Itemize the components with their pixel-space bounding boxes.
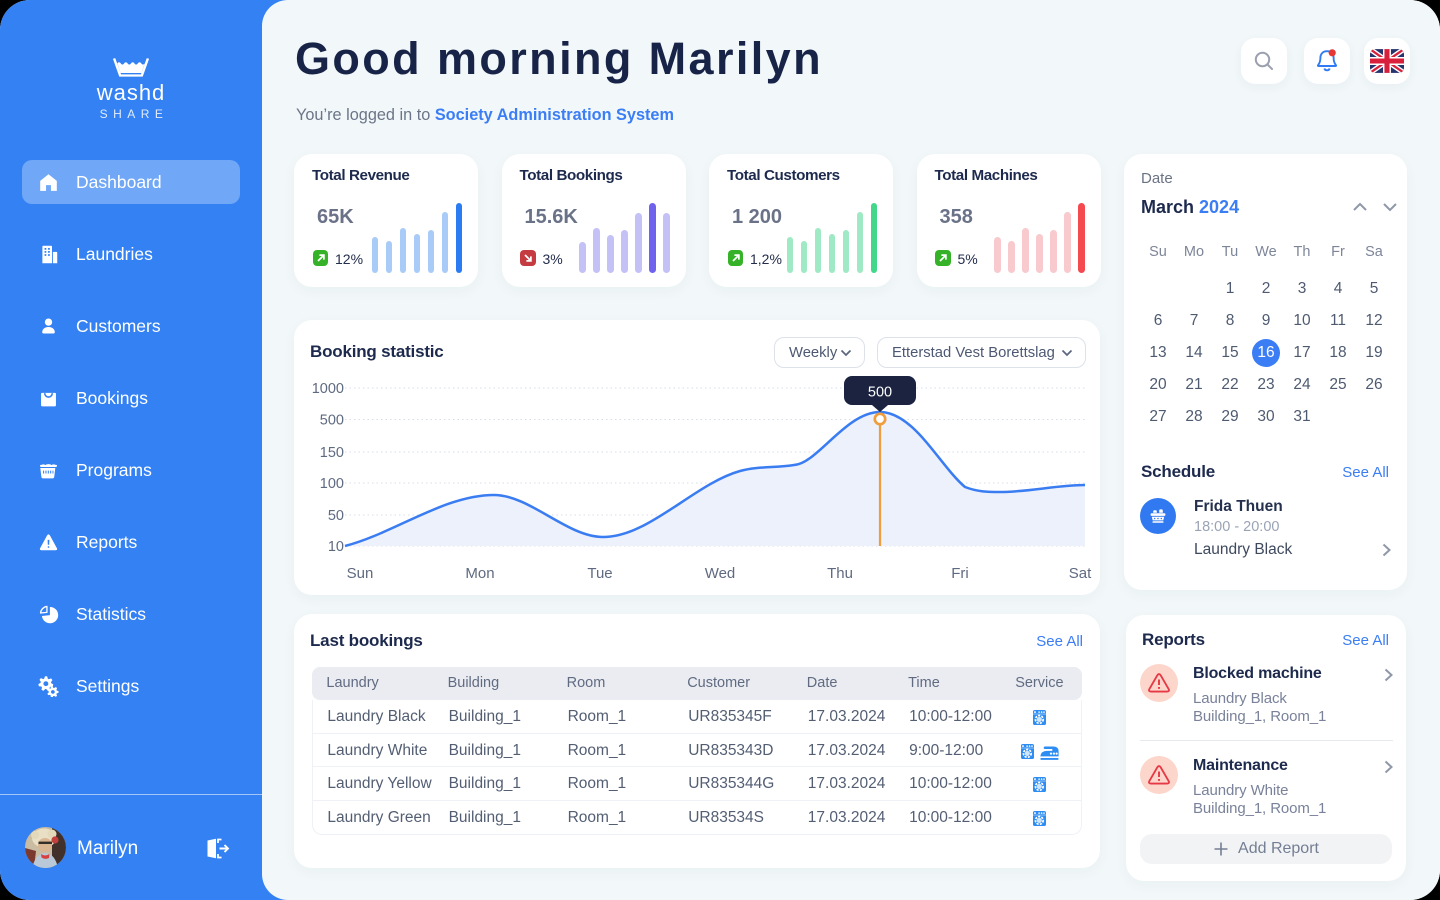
svg-text:1000: 1000 [312,381,344,397]
svg-text:Tue: Tue [587,565,612,582]
svg-text:10: 10 [328,539,344,555]
svg-text:500: 500 [320,413,344,429]
svg-text:Fri: Fri [951,565,969,582]
svg-text:150: 150 [320,445,344,461]
svg-text:Sun: Sun [347,565,374,582]
svg-text:Mon: Mon [465,565,494,582]
svg-text:50: 50 [328,508,344,524]
svg-text:100: 100 [320,476,344,492]
svg-text:Sat: Sat [1069,565,1092,582]
svg-text:500: 500 [868,385,892,401]
svg-text:Wed: Wed [705,565,736,582]
svg-text:Thu: Thu [827,565,853,582]
